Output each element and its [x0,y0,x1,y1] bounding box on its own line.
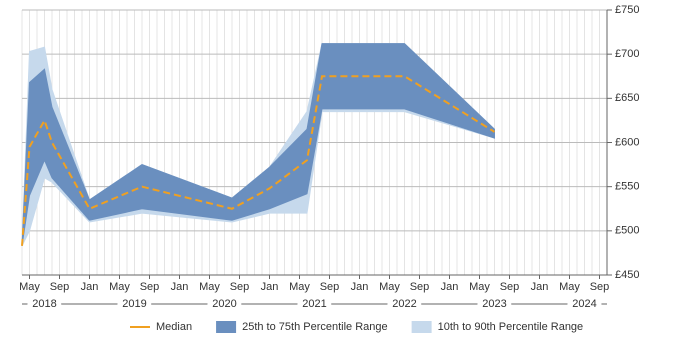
x-tick-label: May [379,281,400,293]
x-tick-label: May [559,281,580,293]
year-label: 2024 [572,298,596,310]
year-label: 2019 [122,298,146,310]
year-label: 2021 [302,298,326,310]
legend-label: 25th to 75th Percentile Range [242,321,388,333]
x-tick-label: Sep [410,281,430,293]
x-tick-label: May [199,281,220,293]
x-tick-label: Jan [531,281,549,293]
x-tick-label: Sep [500,281,520,293]
x-tick-label: Sep [230,281,250,293]
year-label: 2020 [212,298,236,310]
y-tick-label: £450 [615,269,639,281]
x-tick-label: Jan [81,281,99,293]
median-line [21,75,496,246]
x-tick-label: Sep [50,281,70,293]
x-tick-label: Jan [441,281,459,293]
percentile-band [21,43,495,246]
year-label: 2023 [482,298,506,310]
x-tick-label: Sep [590,281,610,293]
x-tick-label: Sep [140,281,160,293]
y-tick-label: £600 [615,136,639,148]
legend-swatch [216,321,237,333]
year-label: 2018 [32,298,56,310]
x-tick-label: May [289,281,310,293]
x-tick-label: Jan [261,281,279,293]
y-tick-label: £500 [615,225,639,237]
x-tick-label: May [109,281,130,293]
y-tick-label: £550 [615,181,639,193]
y-tick-label: £750 [615,4,639,16]
x-tick-label: Jan [171,281,189,293]
x-tick-label: Sep [320,281,340,293]
x-tick-label: Jan [351,281,369,293]
x-tick-label: May [19,281,40,293]
legend-swatch [411,321,432,333]
y-tick-label: £700 [615,48,639,60]
legend-label: 10th to 90th Percentile Range [438,321,584,333]
y-tick-label: £650 [615,92,639,104]
x-tick-label: May [469,281,490,293]
legend-label: Median [156,321,192,333]
year-label: 2022 [392,298,416,310]
